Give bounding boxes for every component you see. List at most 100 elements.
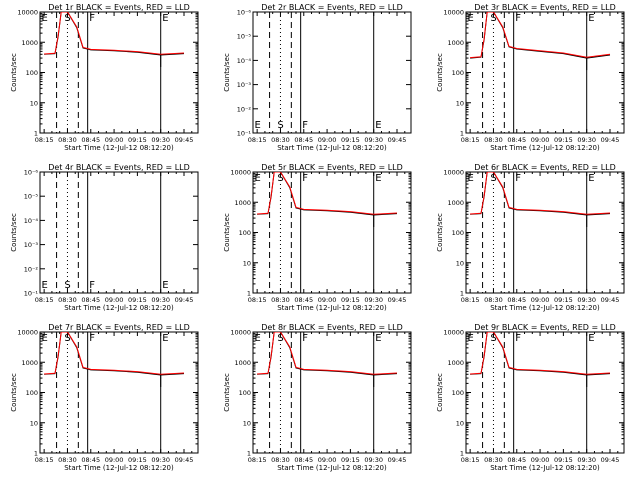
y-tick-label: 10⁻⁶ — [237, 9, 252, 17]
marker-label-e: E — [468, 173, 474, 184]
y-tick-label: 10⁻³ — [24, 241, 39, 249]
x-tick-label: 08:15 — [248, 296, 267, 304]
marker-label-e: E — [42, 333, 48, 344]
x-tick-label: 09:15 — [554, 296, 573, 304]
x-tick-label: 08:45 — [294, 296, 313, 304]
y-tick-label: 10000 — [230, 329, 251, 337]
y-tick-label: 10 — [30, 419, 38, 427]
x-tick-label: 08:15 — [461, 456, 480, 464]
y-tick-label: 1000 — [234, 199, 251, 207]
y-tick-label: 10⁻⁵ — [24, 193, 39, 201]
y-tick-label: 10⁻² — [237, 105, 252, 113]
y-tick-label: 10⁻⁵ — [237, 33, 252, 41]
x-axis-label: Start Time (12-Jul-12 08:12:20) — [490, 304, 600, 312]
y-axis-label: Counts/sec — [10, 213, 18, 252]
plot-frame — [252, 331, 412, 454]
marker-label-e: E — [162, 333, 168, 344]
plot-frame — [39, 171, 199, 294]
x-tick-label: 09:00 — [318, 296, 337, 304]
y-tick-label: 1000 — [447, 199, 464, 207]
x-tick-label: 09:15 — [341, 296, 360, 304]
x-tick-label: 08:30 — [271, 296, 290, 304]
y-tick-label: 1000 — [21, 359, 38, 367]
y-tick-label: 1 — [460, 450, 464, 458]
marker-label-s: S — [277, 333, 283, 344]
x-tick-label: 09:00 — [318, 456, 337, 464]
panel-title: Det 1r BLACK = Events, RED = LLD — [48, 3, 190, 12]
y-tick-label: 10000 — [17, 329, 38, 337]
marker-label-f: F — [89, 13, 95, 24]
y-axis-label: Counts/sec — [436, 213, 444, 252]
y-tick-label: 100 — [452, 69, 464, 77]
series-line-lld — [470, 172, 611, 215]
x-tick-label: 09:45 — [388, 136, 407, 144]
y-tick-label: 10 — [456, 259, 464, 267]
x-tick-label: 09:15 — [341, 136, 360, 144]
x-tick-label: 09:30 — [577, 456, 596, 464]
series-line-lld — [470, 332, 611, 375]
x-tick-label: 09:30 — [151, 136, 170, 144]
marker-label-f: F — [515, 13, 521, 24]
panel-title: Det 6r BLACK = Events, RED = LLD — [474, 163, 616, 172]
marker-label-f: F — [515, 173, 521, 184]
x-tick-label: 08:45 — [294, 456, 313, 464]
series-line-lld — [44, 12, 185, 55]
y-tick-label: 10⁻¹ — [237, 130, 252, 138]
x-tick-label: 09:15 — [341, 456, 360, 464]
panel-title: Det 3r BLACK = Events, RED = LLD — [474, 3, 616, 12]
marker-label-e: E — [588, 13, 594, 24]
x-tick-label: 08:15 — [35, 136, 54, 144]
marker-label-f: F — [302, 173, 308, 184]
y-tick-label: 1000 — [234, 359, 251, 367]
y-axis-label: Counts/sec — [436, 373, 444, 412]
marker-label-e: E — [588, 173, 594, 184]
x-axis-label: Start Time (12-Jul-12 08:12:20) — [64, 464, 174, 472]
x-tick-label: 08:15 — [248, 456, 267, 464]
x-tick-label: 09:00 — [318, 136, 337, 144]
y-tick-label: 10 — [456, 99, 464, 107]
marker-label-e: E — [255, 173, 261, 184]
marker-label-s: S — [277, 173, 283, 184]
x-tick-label: 08:30 — [484, 296, 503, 304]
marker-label-s: S — [64, 333, 70, 344]
y-tick-label: 1000 — [21, 39, 38, 47]
y-tick-label: 10⁻⁴ — [24, 217, 39, 225]
plot-frame — [39, 331, 199, 454]
x-axis-label: Start Time (12-Jul-12 08:12:20) — [64, 144, 174, 152]
y-tick-label: 10⁻² — [24, 265, 39, 273]
x-tick-label: 09:45 — [601, 456, 620, 464]
y-axis-label: Counts/sec — [10, 53, 18, 92]
x-tick-label: 09:45 — [601, 296, 620, 304]
y-tick-label: 100 — [26, 389, 38, 397]
y-tick-label: 10⁻³ — [237, 81, 252, 89]
marker-label-e: E — [255, 333, 261, 344]
x-tick-label: 09:30 — [364, 136, 383, 144]
x-tick-label: 08:30 — [484, 456, 503, 464]
x-tick-label: 09:15 — [128, 296, 147, 304]
marker-label-f: F — [89, 280, 95, 291]
x-tick-label: 08:15 — [35, 456, 54, 464]
x-axis-label: Start Time (12-Jul-12 08:12:20) — [277, 144, 387, 152]
x-tick-label: 09:00 — [105, 296, 124, 304]
x-tick-label: 08:30 — [271, 456, 290, 464]
x-tick-label: 09:30 — [364, 296, 383, 304]
marker-label-s: S — [64, 13, 70, 24]
x-tick-label: 08:15 — [461, 296, 480, 304]
x-tick-label: 09:15 — [554, 136, 573, 144]
y-tick-label: 10 — [243, 259, 251, 267]
x-tick-label: 08:45 — [81, 456, 100, 464]
x-tick-label: 09:30 — [577, 136, 596, 144]
y-tick-label: 100 — [239, 389, 251, 397]
x-axis-label: Start Time (12-Jul-12 08:12:20) — [277, 304, 387, 312]
y-tick-label: 100 — [452, 229, 464, 237]
x-tick-label: 09:00 — [531, 296, 550, 304]
panel-title: Det 9r BLACK = Events, RED = LLD — [474, 323, 616, 332]
x-tick-label: 09:00 — [105, 456, 124, 464]
marker-label-s: S — [490, 333, 496, 344]
x-tick-label: 09:00 — [531, 456, 550, 464]
